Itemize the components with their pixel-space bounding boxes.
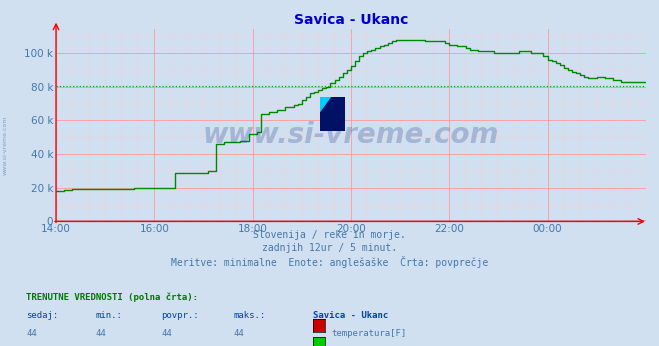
Text: min.:: min.: — [96, 311, 123, 320]
Text: 44: 44 — [234, 329, 244, 338]
Text: maks.:: maks.: — [234, 311, 266, 320]
Text: www.si-vreme.com: www.si-vreme.com — [3, 116, 8, 175]
Text: temperatura[F]: temperatura[F] — [331, 329, 407, 338]
Text: zadnjih 12ur / 5 minut.: zadnjih 12ur / 5 minut. — [262, 243, 397, 253]
Text: Savica - Ukanc: Savica - Ukanc — [313, 311, 388, 320]
Polygon shape — [320, 97, 332, 114]
Text: 44: 44 — [161, 329, 172, 338]
Text: www.si-vreme.com: www.si-vreme.com — [203, 121, 499, 149]
Title: Savica - Ukanc: Savica - Ukanc — [294, 13, 408, 27]
Text: Slovenija / reke in morje.: Slovenija / reke in morje. — [253, 230, 406, 240]
Text: povpr.:: povpr.: — [161, 311, 199, 320]
Text: 44: 44 — [26, 329, 37, 338]
Text: 44: 44 — [96, 329, 106, 338]
Text: Meritve: minimalne  Enote: anglešaške  Črta: povprečje: Meritve: minimalne Enote: anglešaške Črt… — [171, 256, 488, 268]
Text: TRENUTNE VREDNOSTI (polna črta):: TRENUTNE VREDNOSTI (polna črta): — [26, 292, 198, 302]
Polygon shape — [320, 97, 345, 131]
Text: sedaj:: sedaj: — [26, 311, 59, 320]
Bar — [332, 97, 345, 131]
Bar — [320, 97, 332, 114]
